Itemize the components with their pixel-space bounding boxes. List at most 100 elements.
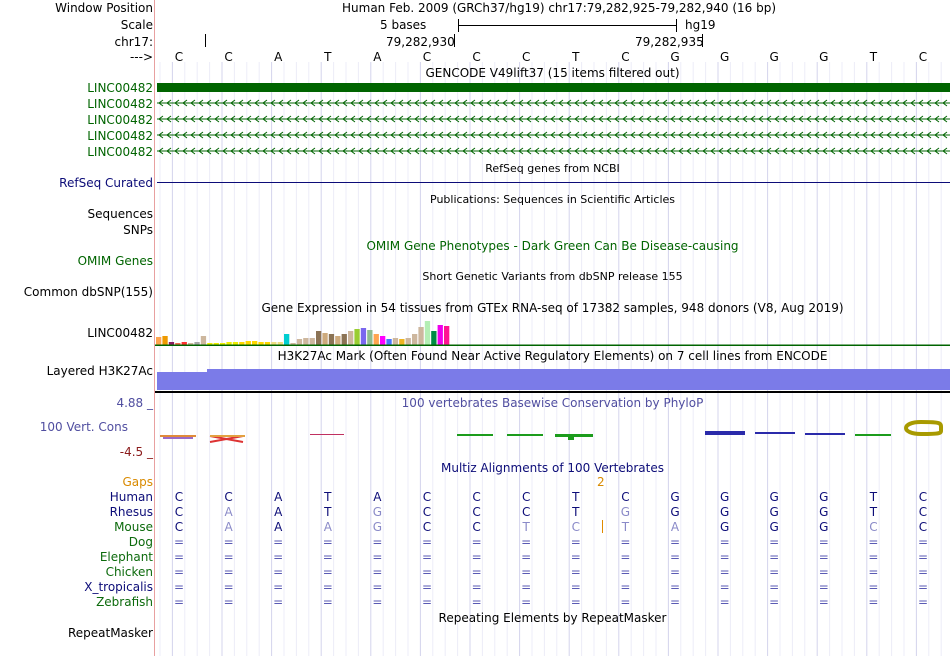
strand-arrow	[310, 115, 316, 123]
gencode-item-label[interactable]: LINC00482	[87, 97, 153, 111]
strand-arrow	[798, 99, 804, 107]
species-label[interactable]: Rhesus	[109, 505, 153, 519]
strand-arrow	[774, 131, 780, 139]
dbsnp-label[interactable]: Common dbSNP(155)	[23, 285, 153, 299]
species-label[interactable]: X_tropicalis	[84, 580, 153, 594]
aligned-base: =	[818, 535, 829, 549]
gtex-tissue-bar	[399, 339, 405, 345]
aligned-base: =	[818, 565, 829, 579]
aligned-base: =	[372, 595, 383, 609]
h3k27ac-signal[interactable]	[207, 369, 950, 390]
sequence-base: A	[373, 50, 382, 64]
gencode-item-label[interactable]: LINC00482	[87, 145, 153, 159]
repeatmasker-label[interactable]: RepeatMasker	[67, 626, 153, 640]
h3k27ac-signal[interactable]	[157, 372, 207, 390]
species-label[interactable]: Elephant	[99, 550, 153, 564]
strand-arrow	[478, 99, 484, 107]
strand-arrow	[278, 115, 284, 123]
gencode-item-label[interactable]: LINC00482	[87, 113, 153, 127]
strand-arrow	[878, 115, 884, 123]
strand-arrow	[606, 99, 612, 107]
scale-text: 5 bases	[380, 18, 427, 32]
aligned-base: A	[373, 490, 382, 504]
gencode-item-label[interactable]: LINC00482	[87, 129, 153, 143]
aligned-base: A	[274, 490, 283, 504]
strand-arrow	[206, 115, 212, 123]
aligned-base: =	[818, 595, 829, 609]
scale-bar-tick-right	[676, 19, 677, 32]
snps-label[interactable]: SNPs	[123, 223, 153, 237]
strand-arrow	[814, 131, 820, 139]
strand-arrow	[198, 131, 204, 139]
strand-arrow	[534, 115, 540, 123]
strand-arrow	[318, 99, 324, 107]
strand-arrow	[526, 147, 532, 155]
aligned-base: G	[719, 520, 730, 534]
strand-arrow	[830, 115, 836, 123]
species-label[interactable]: Human	[109, 490, 153, 504]
strand-arrow	[574, 99, 580, 107]
strand-arrow	[622, 115, 628, 123]
strand-arrow	[854, 147, 860, 155]
strand-arrow	[230, 115, 236, 123]
strand-arrow	[302, 115, 308, 123]
strand-arrow	[654, 99, 660, 107]
phylop-base-glyph	[507, 434, 543, 436]
strand-arrow	[942, 147, 948, 155]
gtex-tissue-bar	[290, 343, 296, 345]
sequence-base: C	[472, 50, 481, 64]
strand-arrow	[262, 99, 268, 107]
coord-2: 79,282,935	[635, 35, 704, 49]
strand-arrow	[902, 99, 908, 107]
species-label[interactable]: Dog	[128, 535, 153, 549]
gtex-tissue-bar	[444, 326, 450, 345]
strand-arrow	[510, 147, 516, 155]
aligned-base: =	[868, 535, 879, 549]
strand-arrow	[310, 99, 316, 107]
phylop-base-glyph	[457, 434, 493, 436]
strand-arrow	[782, 131, 788, 139]
refseq-label[interactable]: RefSeq Curated	[59, 176, 153, 190]
phylop-logo[interactable]	[155, 420, 950, 444]
strand-arrow	[198, 147, 204, 155]
sequence-base: C	[621, 50, 630, 64]
strand-arrow	[238, 147, 244, 155]
phylop-label[interactable]: 100 Vert. Cons	[39, 420, 128, 434]
species-label[interactable]: Chicken	[105, 565, 153, 579]
sequences-label[interactable]: Sequences	[87, 207, 153, 221]
aligned-base: T	[621, 520, 630, 534]
sequence-base: T	[869, 50, 878, 64]
strand-arrow	[374, 131, 380, 139]
strand-arrow	[558, 147, 564, 155]
aligned-base: =	[372, 550, 383, 564]
strand-arrow	[814, 99, 820, 107]
species-label[interactable]: Zebrafish	[96, 595, 153, 609]
strand-arrow	[918, 147, 924, 155]
gencode-item-label[interactable]: LINC00482	[87, 81, 153, 95]
species-label[interactable]: Mouse	[114, 520, 153, 534]
strand-arrow	[806, 99, 812, 107]
aligned-base: =	[769, 595, 780, 609]
h3k27ac-label[interactable]: Layered H3K27Ac	[46, 364, 153, 378]
strand-arrow	[358, 147, 364, 155]
strand-arrow	[166, 131, 172, 139]
strand-arrow	[590, 147, 596, 155]
strand-arrow	[206, 131, 212, 139]
omim-label[interactable]: OMIM Genes	[77, 254, 153, 268]
gtex-tissue-bar	[303, 338, 309, 345]
gtex-label[interactable]: LINC00482	[87, 326, 153, 340]
refseq-intron-line[interactable]	[157, 182, 950, 183]
strand-arrow	[318, 115, 324, 123]
gtex-bar-graph[interactable]	[155, 312, 950, 346]
gencode-intron-lines[interactable]	[157, 96, 950, 160]
strand-arrow	[494, 115, 500, 123]
strand-arrow	[502, 99, 508, 107]
strand-arrow	[438, 99, 444, 107]
strand-arrow	[686, 147, 692, 155]
strand-arrow	[518, 131, 524, 139]
aligned-base: =	[868, 580, 879, 594]
phylop-base-glyph	[310, 434, 344, 435]
strand-arrow	[926, 115, 932, 123]
strand-arrow	[910, 147, 916, 155]
gencode-exon-block[interactable]	[157, 83, 950, 92]
